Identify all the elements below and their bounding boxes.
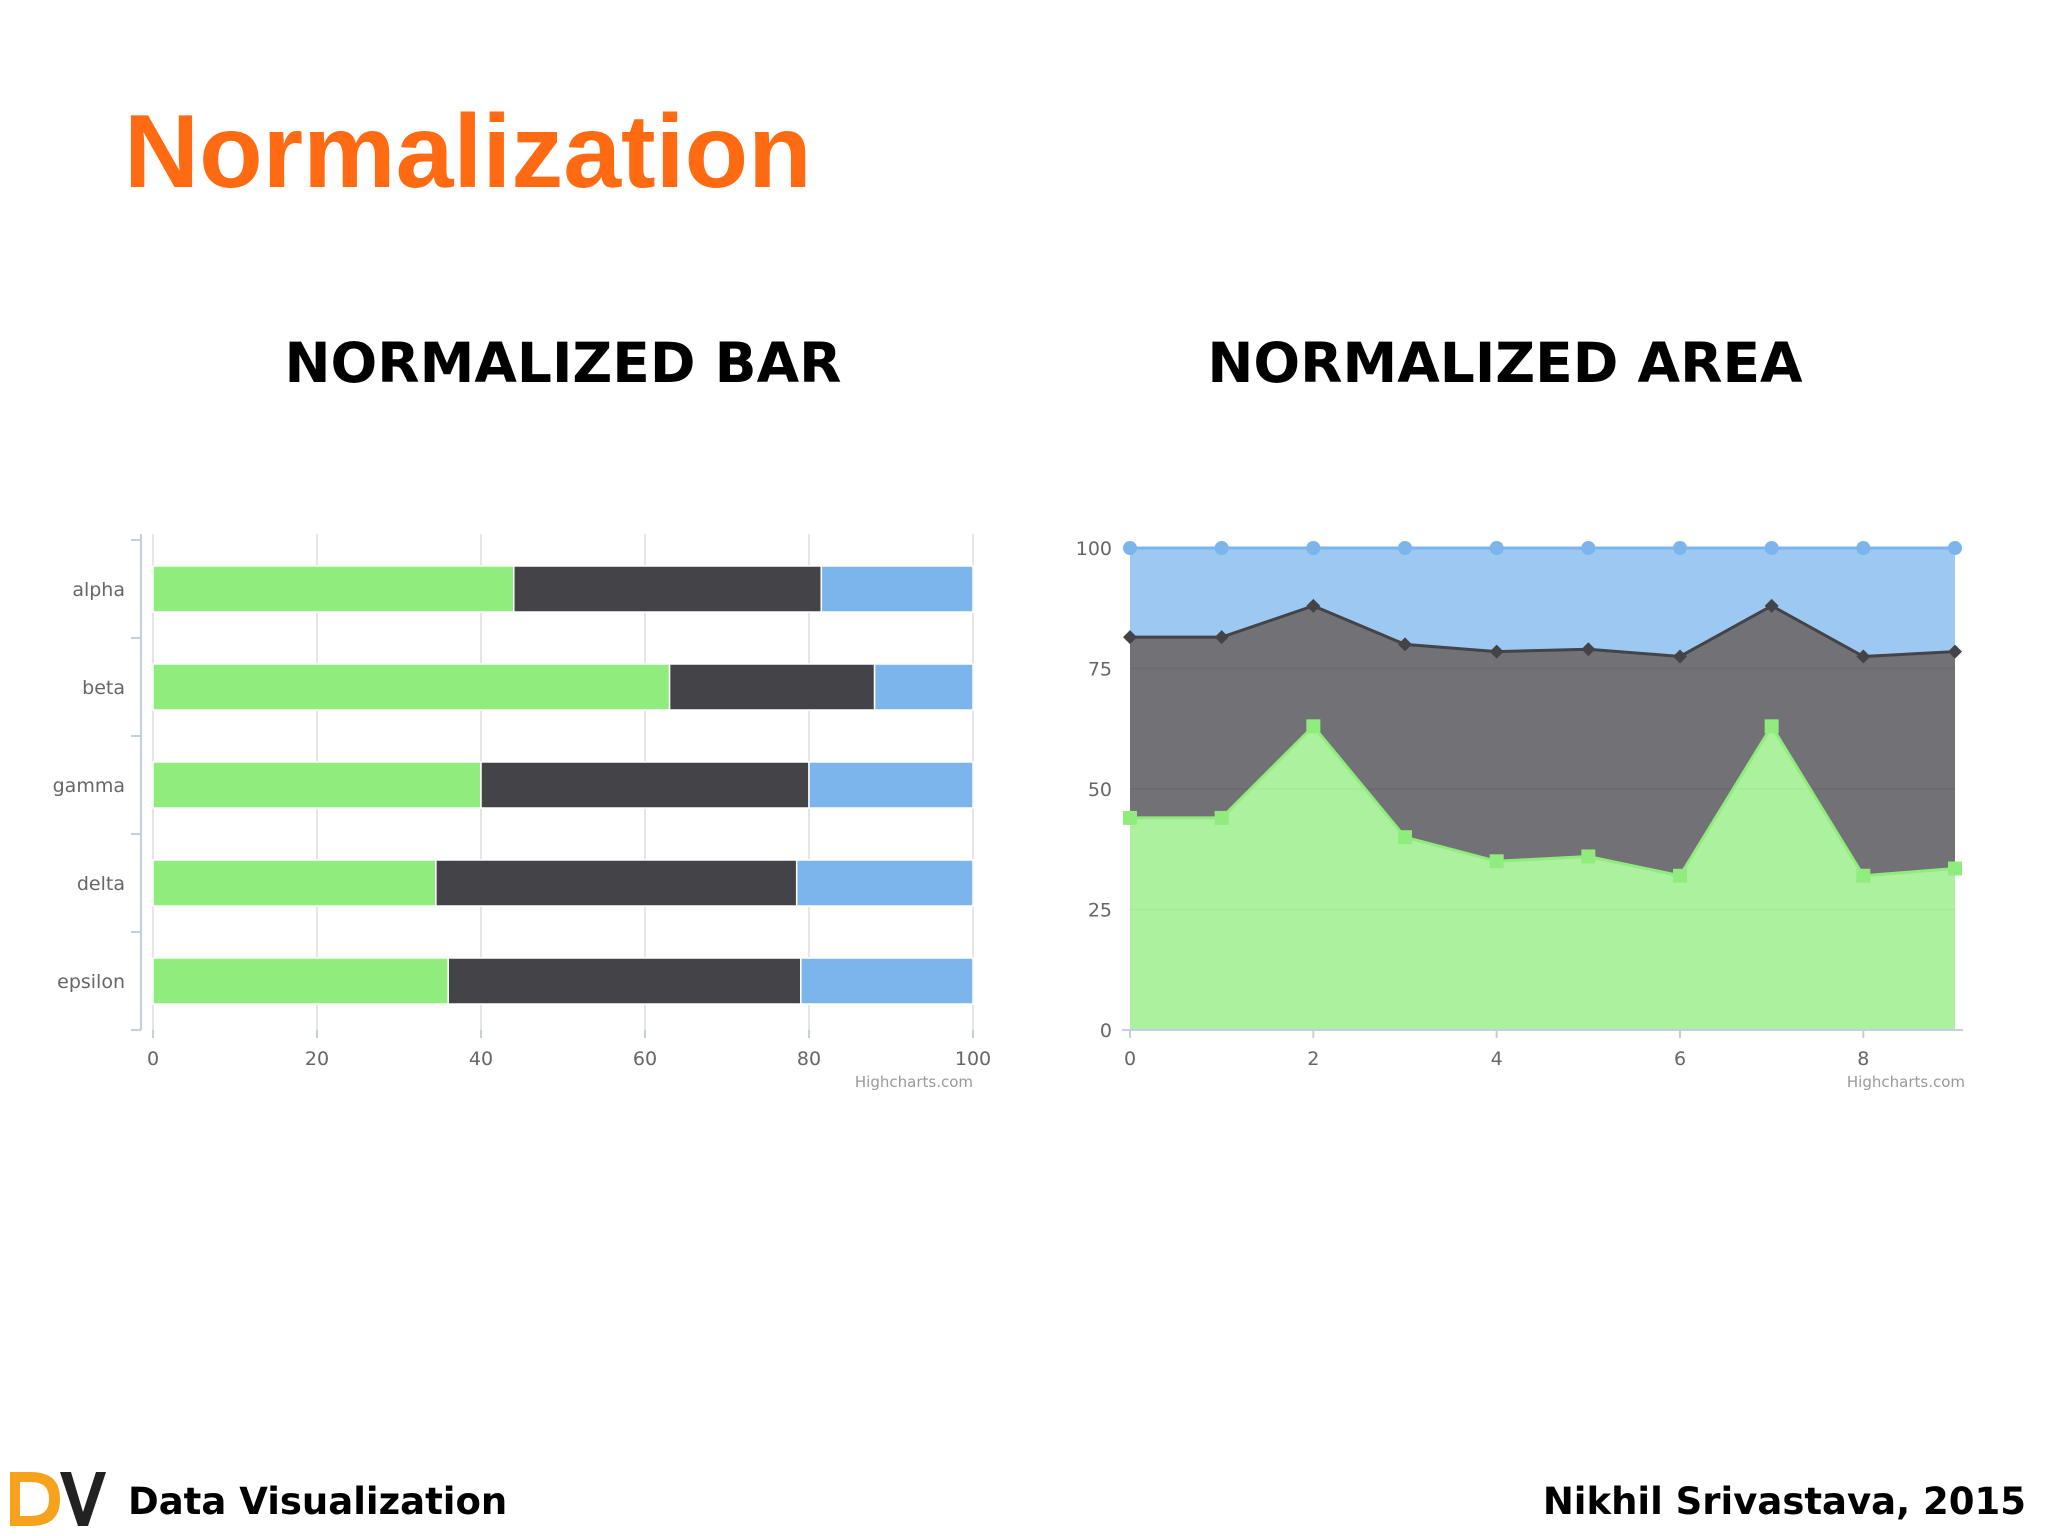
data-point (1581, 541, 1596, 555)
data-point (1306, 541, 1321, 555)
data-point (1948, 861, 1962, 876)
bar-segment (820, 565, 974, 613)
data-point (1489, 541, 1504, 555)
x-axis-label: 2 (1307, 1048, 1319, 1070)
value-axis-label: 20 (305, 1048, 329, 1070)
data-point (1306, 719, 1321, 734)
chart-credit: Highcharts.com (855, 1073, 973, 1091)
bar-segment (795, 859, 974, 907)
value-axis-label: 60 (633, 1048, 657, 1070)
bar-segment (800, 957, 974, 1005)
normalized-area-chart: 0 25 50 75 100 0 2 4 6 8 Highcharts.com (1076, 538, 1965, 1091)
y-axis-label: 50 (1088, 779, 1112, 801)
data-point (1856, 649, 1871, 664)
y-axis-label: 75 (1088, 659, 1112, 681)
data-point (1948, 541, 1962, 555)
chart-credit: Highcharts.com (1847, 1073, 1965, 1091)
y-axis-label: 100 (1076, 538, 1112, 560)
footer-course-name: Data Visualization (128, 1480, 508, 1523)
bar-segment (873, 663, 974, 711)
data-point (1581, 849, 1596, 864)
data-point (1214, 541, 1229, 555)
value-axis-label: 40 (469, 1048, 493, 1070)
x-axis-label: 0 (1124, 1048, 1136, 1070)
bar-segment (152, 957, 449, 1005)
slide-footer: Data Visualization Nikhil Srivastava, 20… (0, 1470, 2048, 1536)
y-axis-label: 25 (1088, 900, 1112, 922)
category-label: beta (82, 677, 125, 699)
data-point (1123, 810, 1137, 825)
y-axis-label: 0 (1100, 1020, 1112, 1042)
x-axis-label: 6 (1674, 1048, 1686, 1070)
bar-segment (152, 565, 515, 613)
bar-segment (152, 663, 671, 711)
data-point (1856, 541, 1871, 555)
data-point (1398, 830, 1412, 845)
area-fill (1130, 605, 1955, 876)
data-point (1123, 630, 1137, 645)
bar-segment (480, 761, 810, 809)
area-fill (1130, 726, 1955, 1030)
bar-chart-heading: NORMALIZED BAR (284, 331, 842, 395)
value-axis-label: 100 (955, 1048, 991, 1070)
bar-segment (152, 859, 437, 907)
data-point (1673, 541, 1687, 555)
category-label: delta (77, 873, 125, 895)
data-point (1856, 868, 1871, 883)
x-axis-label: 8 (1857, 1048, 1869, 1070)
bar-segment (668, 663, 876, 711)
value-axis-label: 0 (147, 1048, 159, 1070)
bar-segment (808, 761, 974, 809)
x-axis-label: 4 (1491, 1048, 1503, 1070)
category-label: epsilon (57, 971, 125, 993)
category-label: alpha (72, 579, 125, 601)
value-axis-label: 80 (797, 1048, 821, 1070)
area-chart-heading: NORMALIZED AREA (1207, 331, 1803, 395)
data-point (1398, 637, 1412, 652)
bar-segment (435, 859, 798, 907)
bar-segment (152, 761, 482, 809)
data-point (1306, 598, 1321, 613)
data-point (1673, 868, 1687, 883)
data-point (1673, 649, 1687, 664)
bar-segment (513, 565, 823, 613)
normalized-bar-chart: alpha beta gamma delta epsilon 0 20 40 60 80 100 Hi… (53, 534, 991, 1091)
data-point (1764, 598, 1779, 613)
data-point (1764, 719, 1779, 734)
series-line (1130, 723, 1956, 878)
data-point (1123, 541, 1137, 555)
data-point (1214, 810, 1229, 825)
bar-segment (447, 957, 802, 1005)
data-point (1214, 630, 1229, 645)
data-point (1489, 644, 1504, 659)
data-point (1398, 541, 1412, 555)
slide-title: Normalization (124, 94, 812, 210)
data-point (1581, 642, 1596, 657)
dv-logo-icon (10, 1472, 106, 1526)
data-point (1948, 644, 1962, 659)
footer-author: Nikhil Srivastava, 2015 (1542, 1480, 2026, 1523)
series-line (1130, 604, 1956, 658)
data-point (1764, 541, 1779, 555)
data-point (1489, 854, 1504, 869)
area-fill (1130, 548, 1955, 657)
category-label: gamma (53, 775, 125, 797)
